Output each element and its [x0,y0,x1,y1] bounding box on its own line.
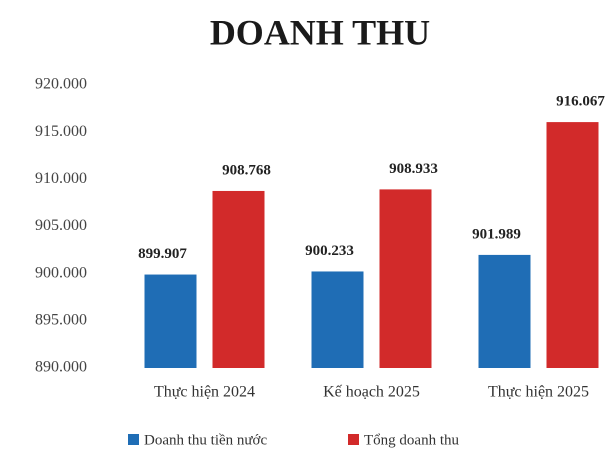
value-label: 916.067 [556,94,605,110]
y-tick-label: 905.000 [35,217,87,234]
legend-swatch [348,434,359,445]
y-tick-label: 915.000 [35,123,87,140]
x-tick-label: Thực hiện 2024 [154,384,255,401]
legend-label: Tổng doanh thu [364,432,459,448]
y-tick-label: 910.000 [35,170,87,187]
value-label: 908.768 [222,162,271,178]
value-label: 900.233 [305,243,354,259]
chart-title: DOANH THU [210,12,430,52]
y-tick-label: 900.000 [35,264,87,281]
x-tick-label: Kế hoạch 2025 [323,384,420,401]
bar [379,189,432,368]
bar [144,274,197,368]
legend-label: Doanh thu tiền nước [144,432,267,448]
bar [212,190,265,368]
bar [478,254,531,368]
value-label: 899.907 [138,246,187,262]
y-tick-label: 890.000 [35,359,87,376]
x-tick-label: Thực hiện 2025 [488,384,589,401]
bar [311,271,364,368]
value-label: 908.933 [389,161,438,177]
value-label: 901.989 [472,226,521,242]
legend-swatch [128,434,139,445]
bar [546,122,599,368]
y-tick-label: 920.000 [35,76,87,93]
y-tick-label: 895.000 [35,312,87,329]
